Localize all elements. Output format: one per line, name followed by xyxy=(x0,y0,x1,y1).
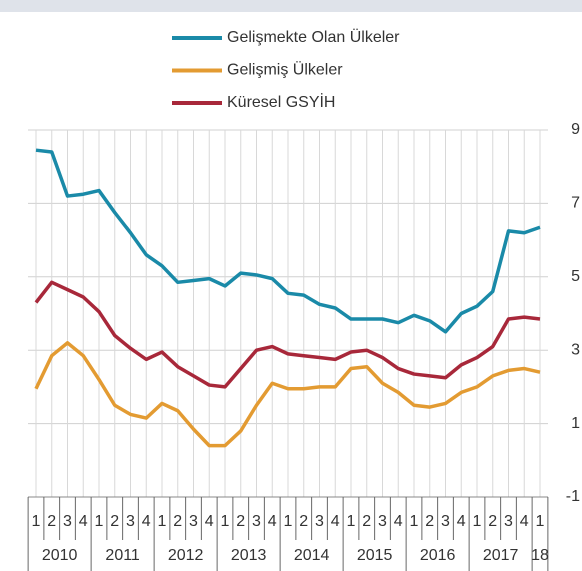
x-tick-label: 3 xyxy=(252,513,261,530)
year-label: 2017 xyxy=(483,547,519,564)
x-tick-label: 4 xyxy=(142,513,151,530)
y-tick-label: 1 xyxy=(571,415,580,432)
y-tick-label: 7 xyxy=(571,195,580,212)
x-tick-label: 3 xyxy=(504,513,513,530)
series-line xyxy=(34,280,541,389)
x-tick-label: 4 xyxy=(205,513,214,530)
x-tick-label: 4 xyxy=(79,513,88,530)
x-tick-label: 4 xyxy=(268,513,277,530)
year-label: 2010 xyxy=(42,547,78,564)
x-tick-label: 3 xyxy=(63,513,72,530)
x-tick-label: 3 xyxy=(189,513,198,530)
x-tick-label: 2 xyxy=(425,513,434,530)
legend-label: Gelişmiş Ülkeler xyxy=(227,61,343,79)
x-tick-label: 4 xyxy=(394,513,403,530)
year-label: 2011 xyxy=(105,547,140,564)
x-tick-label: 4 xyxy=(520,513,529,530)
x-tick-label: 1 xyxy=(536,513,545,530)
x-tick-label: 1 xyxy=(473,513,482,530)
x-tick-label: 2 xyxy=(110,513,119,530)
x-tick-label: 2 xyxy=(236,513,245,530)
x-tick-label: 1 xyxy=(158,513,167,530)
y-tick-label: 9 xyxy=(571,121,580,138)
x-tick-label: 3 xyxy=(315,513,324,530)
x-tick-label: 3 xyxy=(441,513,450,530)
x-tick-label: 3 xyxy=(126,513,135,530)
legend-label: Gelişmekte Olan Ülkeler xyxy=(227,28,400,46)
series-line xyxy=(35,148,541,334)
legend-label: Küresel GSYİH xyxy=(227,92,335,111)
x-tick-label: 2 xyxy=(299,513,308,530)
x-tick-label: 2 xyxy=(173,513,182,530)
y-tick-label: -1 xyxy=(566,488,580,505)
year-label: 2016 xyxy=(420,547,456,564)
x-tick-label: 2 xyxy=(47,513,56,530)
x-tick-label: 1 xyxy=(347,513,356,530)
x-tick-label: 2 xyxy=(362,513,371,530)
y-tick-label: 3 xyxy=(571,341,580,358)
x-tick-label: 4 xyxy=(457,513,466,530)
x-tick-label: 1 xyxy=(95,513,104,530)
y-tick-label: 5 xyxy=(571,268,580,285)
top-bar xyxy=(0,0,582,12)
year-label: 2012 xyxy=(168,547,204,564)
x-tick-label: 1 xyxy=(410,513,419,530)
x-tick-label: 3 xyxy=(378,513,387,530)
year-label: 2013 xyxy=(231,547,267,564)
x-tick-label: 1 xyxy=(32,513,41,530)
x-tick-label: 2 xyxy=(488,513,497,530)
x-tick-label: 1 xyxy=(284,513,293,530)
year-label: 2014 xyxy=(294,547,330,564)
series-line xyxy=(34,341,541,448)
x-tick-label: 4 xyxy=(331,513,340,530)
year-label: 2015 xyxy=(357,547,393,564)
x-tick-label: 1 xyxy=(221,513,230,530)
year-label: 18 xyxy=(531,547,549,564)
